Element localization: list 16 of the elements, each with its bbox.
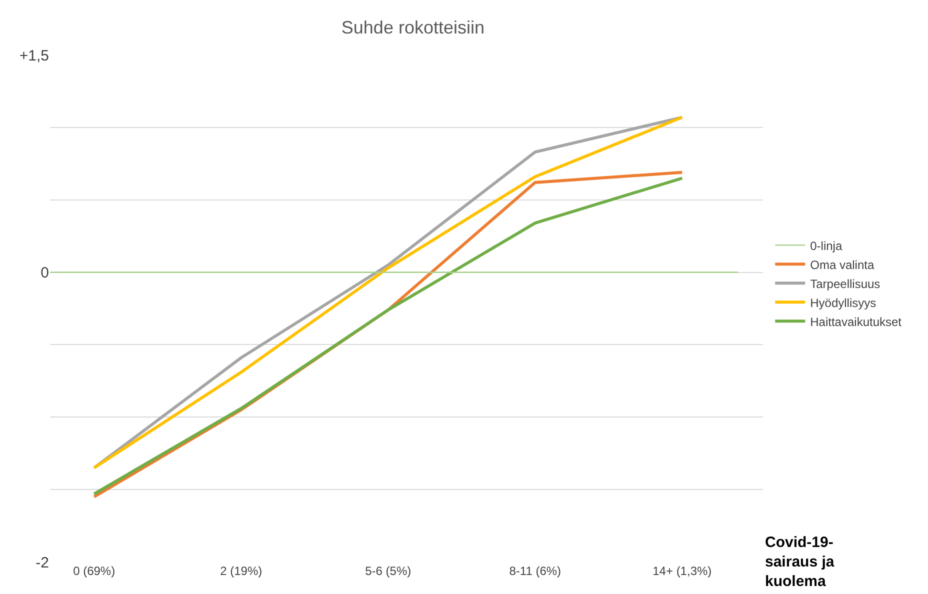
- legend-label: Hyödyllisyys: [810, 296, 876, 310]
- y-tick-label: +1,5: [19, 47, 49, 64]
- legend-label: 0-linja: [810, 238, 842, 253]
- y-tick-label: -2: [36, 554, 49, 572]
- x-tick-label: 2 (19%): [220, 564, 262, 578]
- x-tick-label: 8-11 (6%): [509, 564, 562, 578]
- y-tick-label: 0: [40, 264, 49, 282]
- legend-label: Oma valinta: [810, 258, 874, 272]
- x-tick-label: 14+ (1,3%): [652, 564, 712, 578]
- text: Covid-19- sairaus ja kuolema: [765, 534, 835, 590]
- x-tick-label: 5-6 (5%): [365, 564, 412, 578]
- x-tick-label: 0 (69%): [73, 564, 116, 578]
- chart-title: Suhde rokotteisiin: [341, 17, 485, 38]
- legend-label: Haittavaikutukset: [810, 314, 902, 329]
- line-series: [92, 116, 684, 470]
- legend-label: Tarpeellisuus: [810, 276, 880, 291]
